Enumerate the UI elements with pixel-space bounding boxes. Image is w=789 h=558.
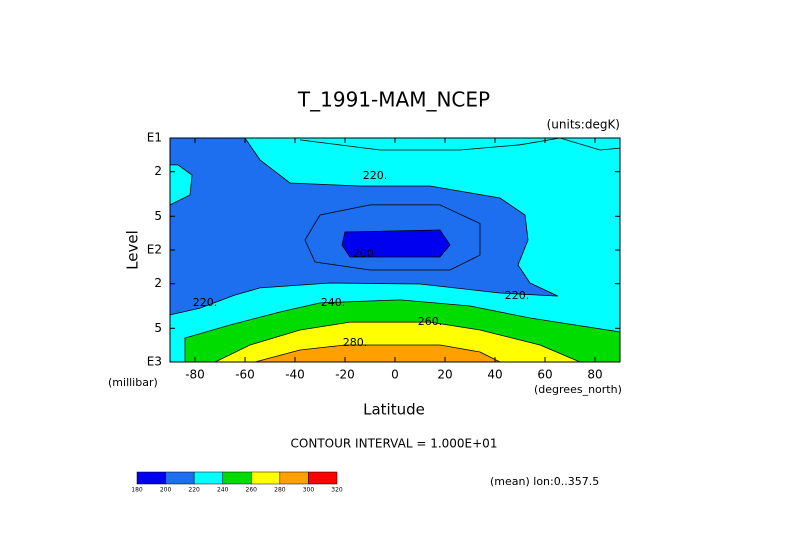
colorbar-box [222, 471, 252, 485]
contour-label: 240. [321, 296, 346, 309]
x-tick-label: -20 [335, 368, 355, 382]
y-tick-label: E1 [147, 131, 162, 145]
colorbar-label: 320 [331, 487, 343, 494]
x-tick-label: 40 [487, 368, 502, 382]
colorbar-box [193, 471, 223, 485]
contour-line [299, 137, 621, 151]
contour-label: 200. [353, 247, 378, 260]
x-tick-label: 0 [391, 368, 399, 382]
colorbar-box [279, 471, 309, 485]
x-tick-label: -60 [235, 368, 255, 382]
y-tick-label: 2 [154, 164, 162, 178]
units-label: (units:degK) [547, 118, 620, 132]
colorbar-box [251, 471, 281, 485]
y-tick-label: 2 [154, 276, 162, 290]
contour-fill [169, 137, 559, 316]
contour-label: 220. [505, 289, 530, 302]
contour-fill [341, 229, 451, 258]
contour-line [304, 204, 481, 271]
y-unit-label: (millibar) [108, 376, 158, 389]
colorbar-label: 280 [274, 487, 286, 494]
x-tick-label: 80 [587, 368, 602, 382]
contour-label: 220. [193, 296, 218, 309]
y-tick-label: E3 [147, 355, 162, 369]
y-tick-label: 5 [154, 321, 162, 335]
contour-label: 260. [418, 315, 443, 328]
y-tick-label: E2 [147, 243, 162, 257]
x-tick-label: -40 [285, 368, 305, 382]
colorbar-label: 240 [217, 487, 229, 494]
x-unit-label: (degrees_north) [534, 383, 622, 396]
note: (mean) lon:0..357.5 [490, 475, 599, 488]
colorbar-label: 220 [188, 487, 200, 494]
contour-label: 220. [363, 169, 388, 182]
colorbar-box [165, 471, 195, 485]
x-tick-label: -80 [185, 368, 205, 382]
colorbar-label: 260 [246, 487, 258, 494]
footer: CONTOUR INTERVAL = 1.000E+01 [291, 437, 498, 451]
y-tick-label: 5 [154, 209, 162, 223]
contour-label: 280. [343, 336, 368, 349]
colorbar-box [136, 471, 166, 485]
x-tick-label: 20 [437, 368, 452, 382]
colorbar-label: 180 [131, 487, 143, 494]
colorbar-box [308, 471, 338, 485]
colorbar-label: 200 [160, 487, 172, 494]
colorbar-label: 300 [303, 487, 315, 494]
x-axis-label: Latitude [363, 401, 425, 419]
x-tick-label: 60 [537, 368, 552, 382]
chart-title: T_1991-MAM_NCEP [297, 88, 490, 112]
y-axis-label: Level [124, 230, 142, 270]
